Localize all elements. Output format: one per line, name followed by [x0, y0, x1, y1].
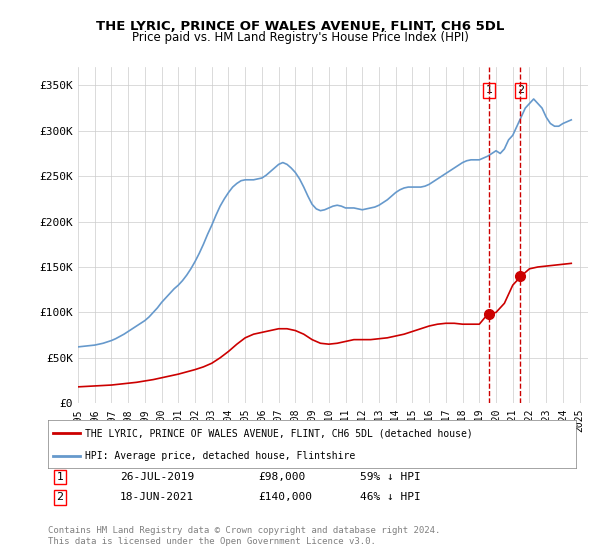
Text: 1: 1 — [485, 85, 493, 95]
Text: HPI: Average price, detached house, Flintshire: HPI: Average price, detached house, Flin… — [85, 451, 355, 461]
Text: Contains HM Land Registry data © Crown copyright and database right 2024.
This d: Contains HM Land Registry data © Crown c… — [48, 526, 440, 546]
Text: 1: 1 — [56, 472, 64, 482]
Text: £98,000: £98,000 — [258, 472, 305, 482]
Text: 46% ↓ HPI: 46% ↓ HPI — [360, 492, 421, 502]
Text: £140,000: £140,000 — [258, 492, 312, 502]
Text: 26-JUL-2019: 26-JUL-2019 — [120, 472, 194, 482]
Text: 18-JUN-2021: 18-JUN-2021 — [120, 492, 194, 502]
Text: Price paid vs. HM Land Registry's House Price Index (HPI): Price paid vs. HM Land Registry's House … — [131, 31, 469, 44]
Text: THE LYRIC, PRINCE OF WALES AVENUE, FLINT, CH6 5DL (detached house): THE LYRIC, PRINCE OF WALES AVENUE, FLINT… — [85, 428, 473, 438]
Text: 59% ↓ HPI: 59% ↓ HPI — [360, 472, 421, 482]
Text: 2: 2 — [56, 492, 64, 502]
Text: 2: 2 — [517, 85, 524, 95]
Text: THE LYRIC, PRINCE OF WALES AVENUE, FLINT, CH6 5DL: THE LYRIC, PRINCE OF WALES AVENUE, FLINT… — [96, 20, 504, 32]
